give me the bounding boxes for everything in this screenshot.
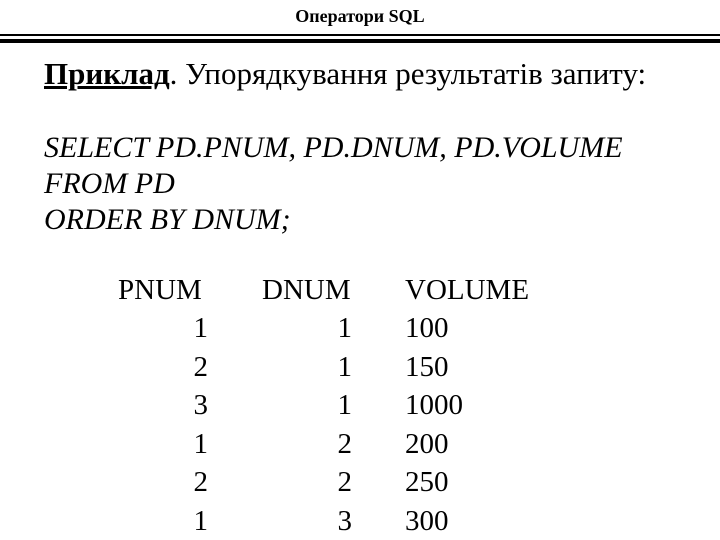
column-header: VOLUME	[405, 274, 530, 306]
table-cell: 2	[337, 427, 353, 460]
column-header: PNUM	[118, 274, 202, 306]
sql-line-order: ORDER BY DNUM;	[44, 203, 291, 236]
table-cell: 100	[405, 312, 449, 344]
table-cell: 3	[193, 389, 209, 422]
table-cell: 1	[193, 505, 209, 537]
table-cell: 2	[193, 350, 209, 383]
table-cell: 1000	[405, 389, 463, 422]
heading-text: . Упорядкування результатів запиту:	[169, 56, 647, 91]
heading-label: Приклад	[44, 56, 170, 91]
table-cell: 1	[337, 312, 353, 344]
table-cell: 150	[405, 350, 449, 383]
slide-header-title: Оператори SQL	[295, 6, 425, 26]
table-cell: 1	[193, 427, 209, 460]
table-cell: 1	[193, 312, 209, 344]
column-header: DNUM	[262, 274, 351, 306]
header-divider-thin	[0, 34, 720, 36]
table-cell: 250	[405, 466, 449, 499]
sql-line-select: SELECT PD.PNUM, PD.DNUM, PD.VOLUME	[44, 131, 623, 164]
table-cell: 200	[405, 427, 449, 460]
slide-heading: Приклад. Упорядкування результатів запит…	[44, 56, 646, 92]
table-cell: 2	[193, 466, 209, 499]
table-cell: 300	[405, 505, 449, 537]
table-cell: 3	[337, 505, 353, 537]
table-cell: 2	[337, 466, 353, 499]
header-divider-thick	[0, 39, 720, 43]
table-cell: 1	[337, 350, 353, 383]
sql-line-from: FROM PD	[44, 167, 175, 200]
table-cell: 1	[337, 389, 353, 422]
